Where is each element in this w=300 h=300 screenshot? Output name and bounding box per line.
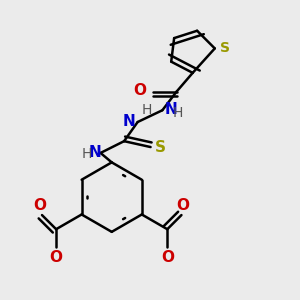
Text: H: H xyxy=(82,146,92,161)
Text: N: N xyxy=(89,145,102,160)
Text: N: N xyxy=(123,114,136,129)
Text: O: O xyxy=(177,198,190,213)
Text: O: O xyxy=(50,250,63,266)
Text: O: O xyxy=(134,83,146,98)
Text: H: H xyxy=(141,103,152,117)
Text: O: O xyxy=(161,250,174,266)
Text: S: S xyxy=(155,140,166,154)
Text: N: N xyxy=(164,102,177,117)
Text: S: S xyxy=(220,41,230,55)
Text: H: H xyxy=(173,106,183,120)
Text: O: O xyxy=(34,198,47,213)
